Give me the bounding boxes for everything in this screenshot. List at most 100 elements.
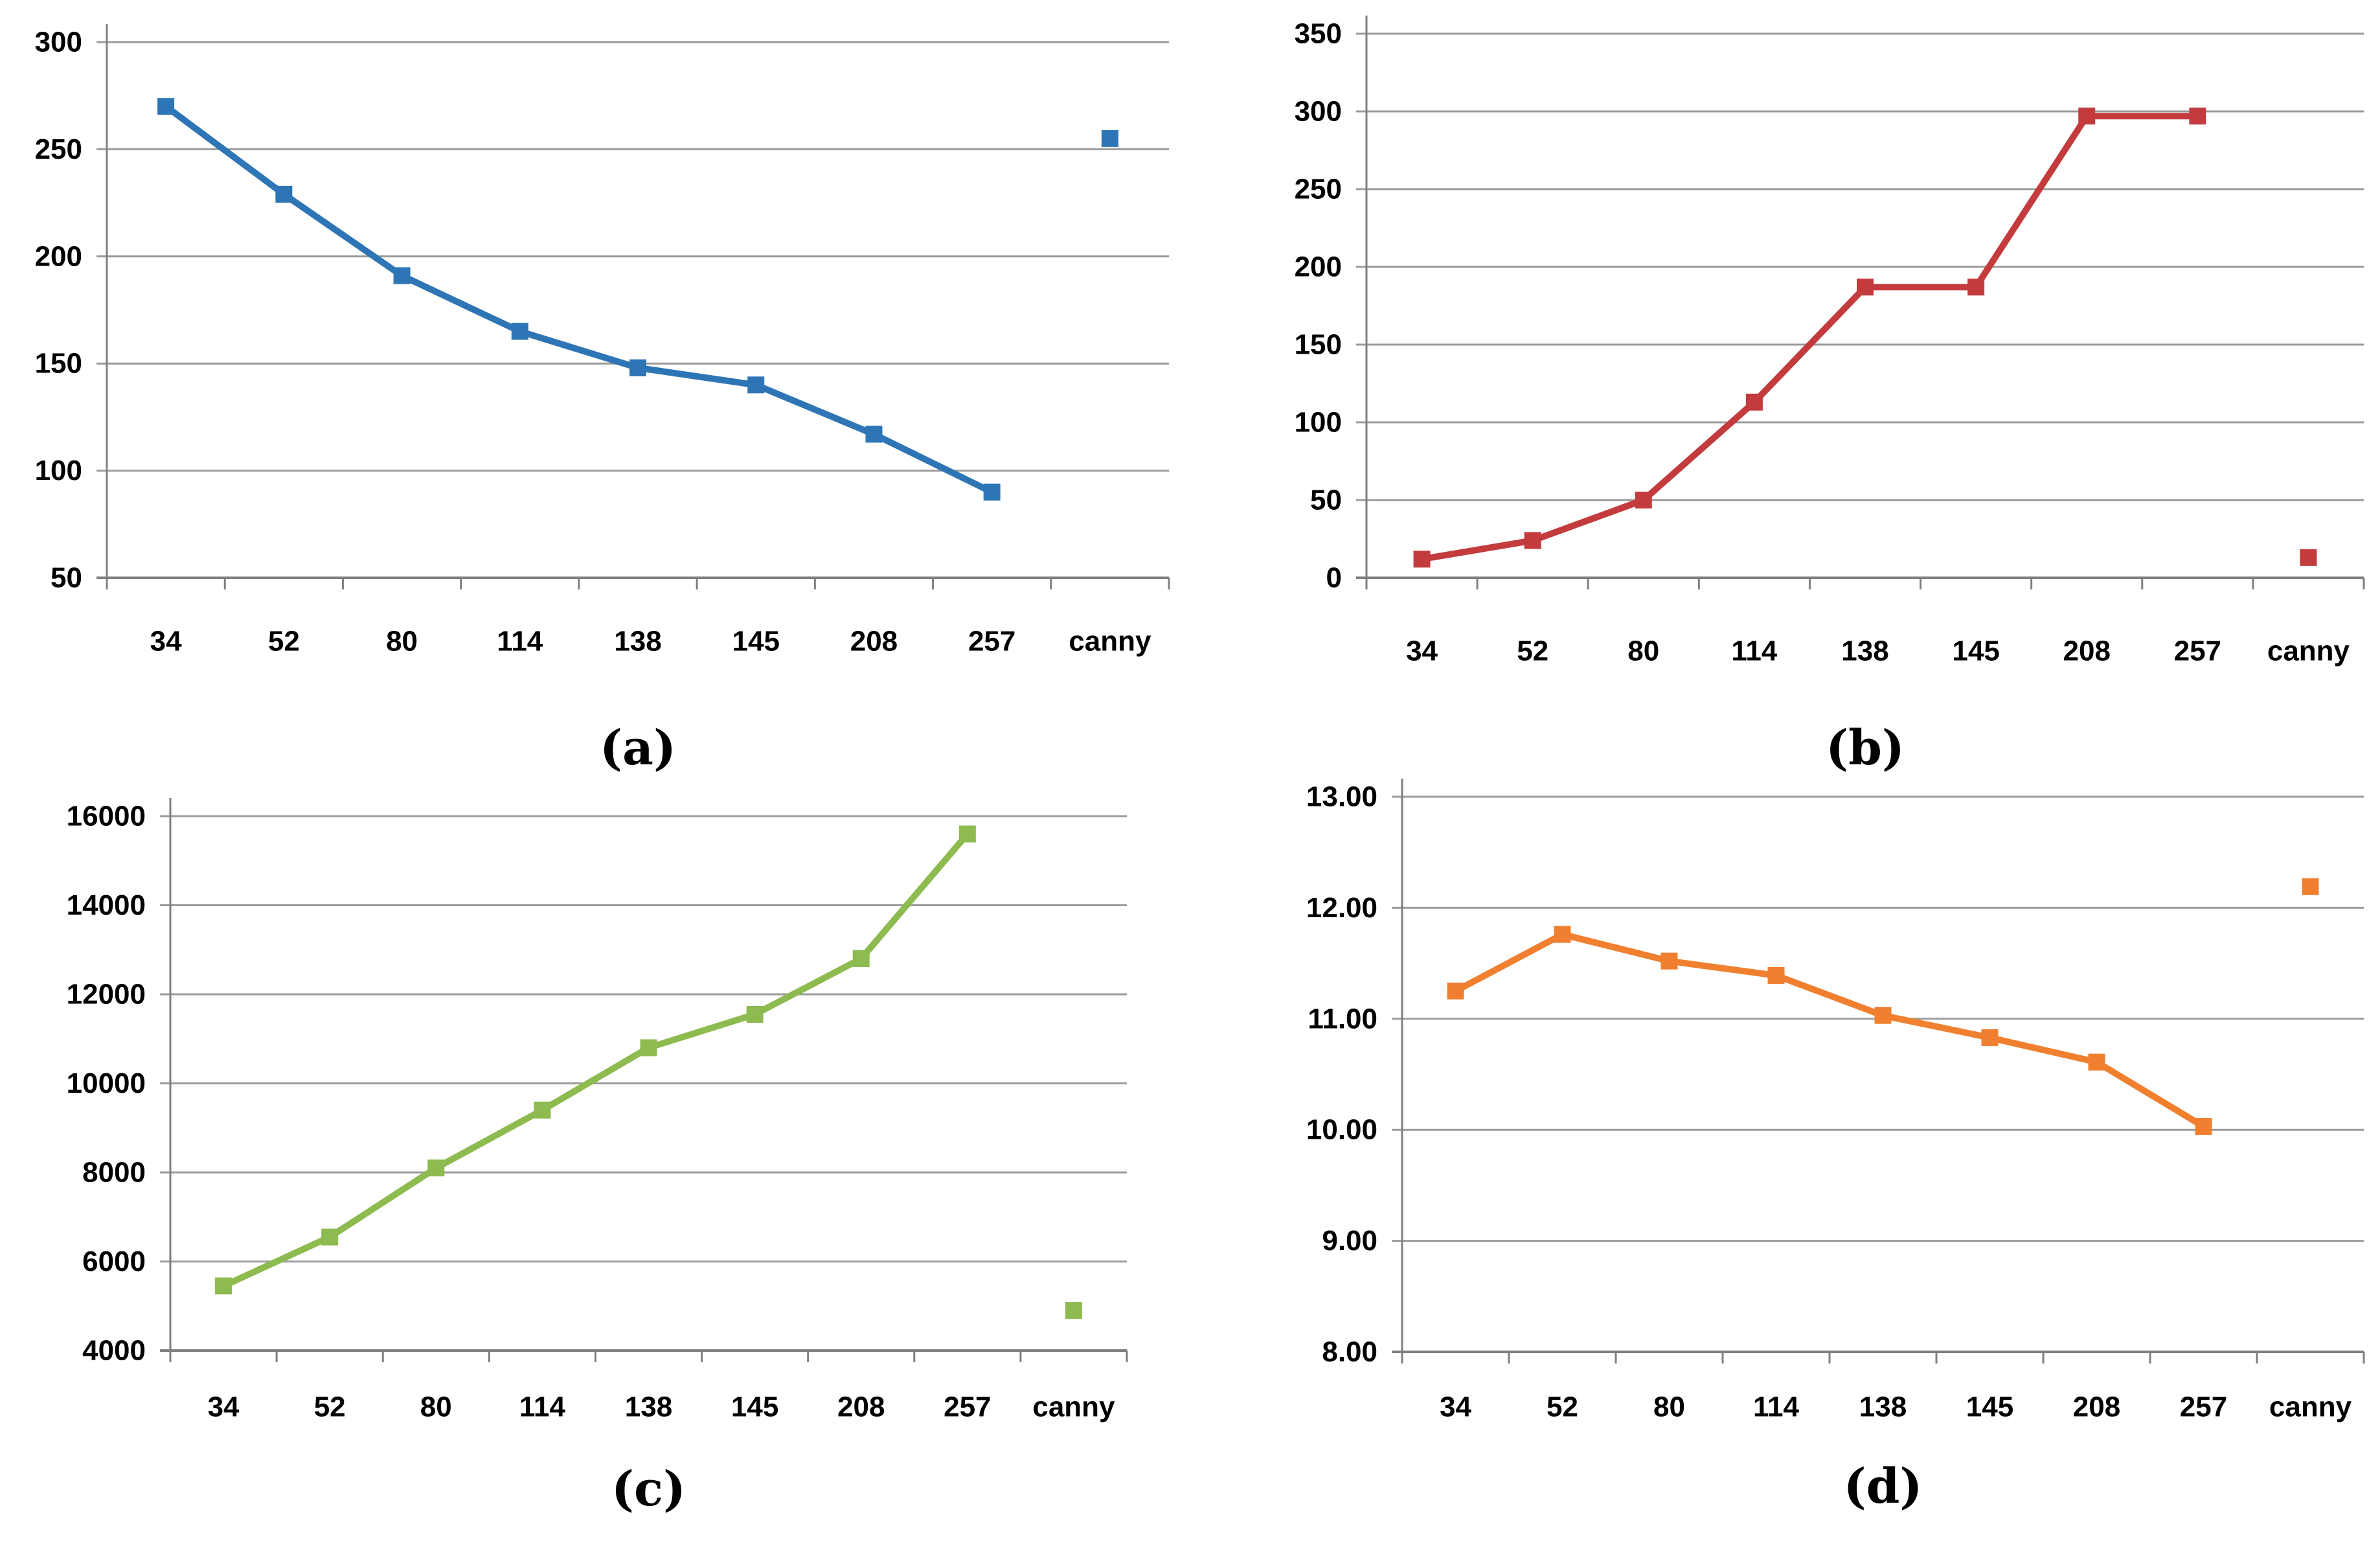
data-marker-114 (511, 323, 528, 340)
y-tick-label-10: 10.00 (1306, 1114, 1377, 1146)
x-tick-label-208: 208 (850, 626, 898, 657)
x-tick-label-138: 138 (1859, 1391, 1907, 1423)
x-tick-label-80: 80 (420, 1391, 452, 1423)
y-tick-label-12000: 12000 (67, 979, 146, 1010)
data-marker-208 (852, 950, 870, 967)
data-marker-114 (534, 1101, 551, 1119)
series-line (220, 830, 971, 1290)
data-marker-114 (1767, 966, 1785, 984)
x-tick-label-145: 145 (731, 1391, 778, 1423)
canny-data-marker (1101, 130, 1118, 147)
x-tick-label-257: 257 (968, 626, 1015, 657)
canny-data-marker (1065, 1302, 1082, 1319)
data-marker-80 (393, 267, 411, 284)
x-tick-label-257: 257 (944, 1391, 991, 1423)
x-tick-label-80: 80 (1653, 1391, 1685, 1423)
x-tick-label-114: 114 (1753, 1391, 1800, 1423)
data-marker-52 (1554, 926, 1571, 943)
x-tick-label-canny: canny (1069, 626, 1151, 657)
x-tick-label-208: 208 (2073, 1391, 2120, 1423)
x-tick-label-52: 52 (268, 626, 300, 657)
data-marker-114 (1745, 393, 1763, 411)
data-marker-138 (640, 1039, 657, 1056)
data-marker-34 (215, 1277, 232, 1295)
x-tick-label-208: 208 (2063, 635, 2111, 667)
data-marker-257 (2189, 108, 2206, 125)
x-tick-label-138: 138 (614, 626, 661, 657)
y-tick-label-300: 300 (1295, 96, 1342, 128)
canny-data-marker (2300, 549, 2317, 566)
data-marker-52 (321, 1228, 339, 1246)
y-tick-label-50: 50 (1310, 485, 1342, 516)
data-marker-138 (629, 359, 646, 376)
data-marker-34 (1447, 982, 1464, 999)
canny-data-marker (2302, 878, 2319, 895)
y-tick-label-0: 0 (1326, 562, 1342, 594)
x-tick-label-145: 145 (732, 626, 780, 657)
data-marker-52 (275, 185, 293, 203)
data-marker-138 (1874, 1007, 1892, 1024)
x-tick-label-34: 34 (208, 1391, 240, 1423)
data-marker-145 (746, 1005, 764, 1023)
x-tick-label-114: 114 (519, 1391, 566, 1423)
y-tick-label-200: 200 (1295, 251, 1342, 283)
chart-d-caption: (d) (1843, 1459, 1923, 1514)
x-tick-label-canny: canny (2267, 635, 2350, 667)
x-tick-label-34: 34 (150, 626, 182, 657)
data-marker-80 (1635, 492, 1652, 508)
data-marker-145 (1967, 279, 1985, 296)
x-tick-label-canny: canny (2269, 1391, 2352, 1423)
x-tick-label-114: 114 (497, 626, 543, 657)
x-tick-label-257: 257 (2174, 635, 2221, 667)
x-tick-label-138: 138 (1841, 635, 1888, 667)
data-marker-34 (1413, 551, 1431, 568)
data-marker-80 (1660, 952, 1678, 970)
chart-b-caption: (b) (1826, 720, 1905, 776)
series-line (1418, 113, 2201, 563)
y-tick-label-8000: 8000 (82, 1157, 146, 1189)
x-tick-label-145: 145 (1952, 635, 1999, 667)
y-tick-label-11: 11.00 (1308, 1003, 1377, 1034)
data-marker-257 (958, 825, 976, 843)
y-tick-label-150: 150 (1295, 329, 1342, 361)
x-tick-label-80: 80 (386, 626, 418, 657)
x-tick-label-80: 80 (1627, 635, 1659, 667)
x-tick-label-257: 257 (2180, 1391, 2227, 1423)
x-tick-label-208: 208 (837, 1391, 885, 1423)
y-tick-label-4000: 4000 (82, 1335, 146, 1367)
y-tick-label-250: 250 (35, 133, 82, 165)
y-tick-label-50: 50 (51, 562, 82, 594)
data-marker-208 (2088, 1053, 2105, 1071)
data-marker-257 (983, 483, 1001, 501)
data-marker-34 (157, 98, 175, 115)
y-tick-label-150: 150 (35, 348, 82, 380)
x-tick-label-52: 52 (1547, 1391, 1578, 1423)
data-marker-145 (747, 376, 765, 394)
y-tick-label-100: 100 (35, 455, 82, 486)
data-marker-208 (865, 426, 883, 443)
x-tick-label-52: 52 (314, 1391, 346, 1423)
y-tick-label-12: 12.00 (1306, 892, 1377, 924)
data-marker-208 (2078, 108, 2096, 125)
y-tick-label-10000: 10000 (67, 1067, 146, 1099)
data-marker-80 (427, 1159, 445, 1177)
data-marker-257 (2195, 1118, 2212, 1136)
y-tick-label-250: 250 (1295, 174, 1342, 205)
chart-c-caption: (c) (611, 1461, 686, 1517)
y-tick-label-14000: 14000 (67, 889, 146, 921)
y-tick-label-8: 8.00 (1322, 1336, 1377, 1368)
y-tick-label-300: 300 (35, 27, 82, 58)
y-tick-label-13: 13.00 (1306, 781, 1377, 813)
y-tick-label-6000: 6000 (82, 1246, 146, 1277)
data-marker-138 (1857, 279, 1874, 296)
series-line (163, 103, 995, 496)
y-tick-label-16000: 16000 (67, 801, 146, 832)
y-tick-label-350: 350 (1295, 18, 1342, 50)
chart-a-caption: (a) (600, 720, 676, 776)
x-tick-label-114: 114 (1731, 635, 1778, 667)
y-tick-label-100: 100 (1295, 407, 1342, 439)
x-tick-label-145: 145 (1966, 1391, 2013, 1423)
series-line (1452, 931, 2207, 1130)
data-marker-145 (1981, 1029, 1999, 1046)
